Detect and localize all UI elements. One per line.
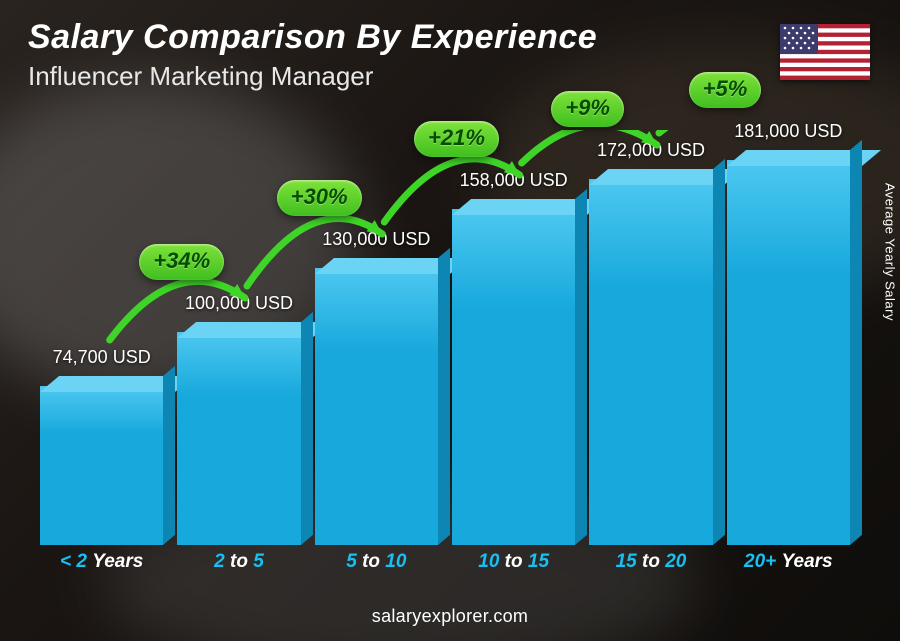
category-label: 15 to 20 (589, 551, 712, 581)
bar-column: 181,000 USD (727, 130, 850, 545)
bars-row: 74,700 USD100,000 USD130,000 USD158,000 … (40, 130, 850, 545)
bar-value-label: 74,700 USD (3, 347, 200, 368)
bar-column: 74,700 USD (40, 130, 163, 545)
category-label: 10 to 15 (452, 551, 575, 581)
bar-front-face (589, 179, 712, 545)
bar-column: 158,000 USD (452, 130, 575, 545)
title-block: Salary Comparison By Experience Influenc… (28, 18, 597, 92)
bar (452, 209, 575, 545)
bar-column: 100,000 USD (177, 130, 300, 545)
category-labels-row: < 2 Years 2 to 5 5 to 10 10 to 15 15 to 20 2… (40, 551, 850, 581)
category-label: 2 to 5 (177, 551, 300, 581)
bar-front-face (40, 386, 163, 545)
bar-side-face (850, 140, 862, 545)
bar (40, 386, 163, 545)
chart-area: 74,700 USD100,000 USD130,000 USD158,000 … (40, 130, 850, 581)
bar-value-label: 172,000 USD (552, 140, 749, 161)
chart-canvas: Salary Comparison By Experience Influenc… (0, 0, 900, 641)
bar-side-face (163, 366, 175, 545)
bar (727, 160, 850, 545)
bar-front-face (315, 268, 438, 545)
bar-column: 172,000 USD (589, 130, 712, 545)
bar-column: 130,000 USD (315, 130, 438, 545)
bar-value-label: 100,000 USD (140, 293, 337, 314)
bar-front-face (177, 332, 300, 545)
flag-icon (780, 24, 870, 80)
bar (177, 332, 300, 545)
bar (589, 179, 712, 545)
y-axis-caption: Average Yearly Salary (883, 182, 898, 320)
bar-side-face (713, 159, 725, 545)
bar-value-label: 158,000 USD (415, 170, 612, 191)
bar (315, 268, 438, 545)
bar-value-label: 181,000 USD (690, 121, 887, 142)
bar-value-label: 130,000 USD (278, 229, 475, 250)
bar-front-face (452, 209, 575, 545)
chart-title: Salary Comparison By Experience (28, 18, 597, 57)
bar-side-face (301, 312, 313, 545)
category-label: 20+ Years (727, 551, 850, 581)
footer-attribution: salaryexplorer.com (0, 606, 900, 627)
category-label: < 2 Years (40, 551, 163, 581)
bar-side-face (438, 248, 450, 545)
bar-front-face (727, 160, 850, 545)
bar-side-face (575, 189, 587, 545)
category-label: 5 to 10 (315, 551, 438, 581)
chart-subtitle: Influencer Marketing Manager (28, 61, 597, 92)
